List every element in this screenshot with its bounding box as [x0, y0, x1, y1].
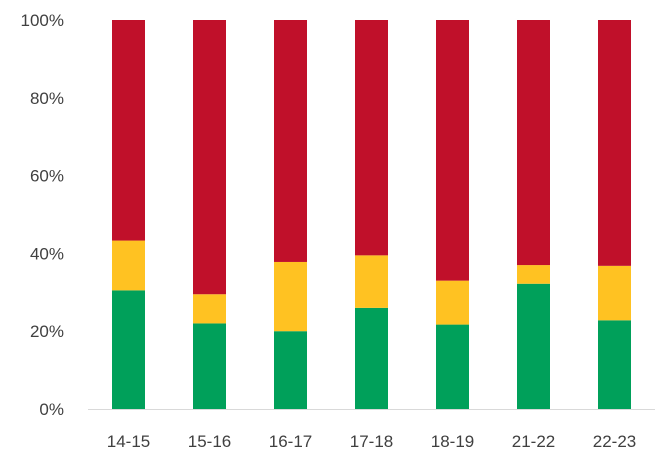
bar-segment-18-19-s1 [436, 324, 469, 409]
bar-segment-18-19-s2 [436, 280, 469, 325]
bar-segment-22-23-s2 [598, 265, 631, 321]
y-tick-label: 20% [30, 322, 64, 341]
x-tick-label: 18-19 [431, 432, 474, 451]
x-tick-label: 16-17 [269, 432, 312, 451]
bar-segment-22-23-s3 [598, 20, 631, 266]
bar-segment-16-17-s1 [274, 331, 307, 409]
x-tick-label: 14-15 [107, 432, 150, 451]
bar-segment-16-17-s3 [274, 20, 307, 262]
x-tick-label: 15-16 [188, 432, 231, 451]
bar-segment-14-15-s3 [112, 20, 145, 241]
bar-segment-16-17-s2 [274, 261, 307, 332]
bar-segment-17-18-s3 [355, 20, 388, 256]
x-tick-label: 21-22 [512, 432, 555, 451]
y-tick-label: 60% [30, 167, 64, 186]
bar-segment-21-22-s2 [517, 265, 550, 284]
bar-segment-15-16-s1 [193, 323, 226, 409]
bar-segment-14-15-s2 [112, 240, 145, 291]
bar-segment-15-16-s3 [193, 20, 226, 295]
bar-segment-21-22-s3 [517, 20, 550, 266]
bar-segment-21-22-s1 [517, 283, 550, 409]
x-tick-label: 17-18 [350, 432, 393, 451]
bar-segment-14-15-s1 [112, 290, 145, 409]
y-tick-label: 40% [30, 244, 64, 263]
y-axis-ticks: 0% 20% 40% 60% 80% 100% [21, 11, 64, 419]
bar-segment-17-18-s1 [355, 307, 388, 409]
y-tick-label: 100% [21, 11, 64, 30]
x-tick-label: 22-23 [593, 432, 636, 451]
bar-segment-15-16-s2 [193, 294, 226, 324]
bar-segment-22-23-s1 [598, 320, 631, 409]
y-tick-label: 80% [30, 89, 64, 108]
bar-segment-17-18-s2 [355, 255, 388, 308]
y-tick-label: 0% [39, 400, 64, 419]
bar-segments [112, 20, 631, 409]
x-axis-ticks: 14-15 15-16 16-17 17-18 18-19 21-22 22-23 [107, 432, 636, 451]
bar-segment-18-19-s3 [436, 20, 469, 281]
